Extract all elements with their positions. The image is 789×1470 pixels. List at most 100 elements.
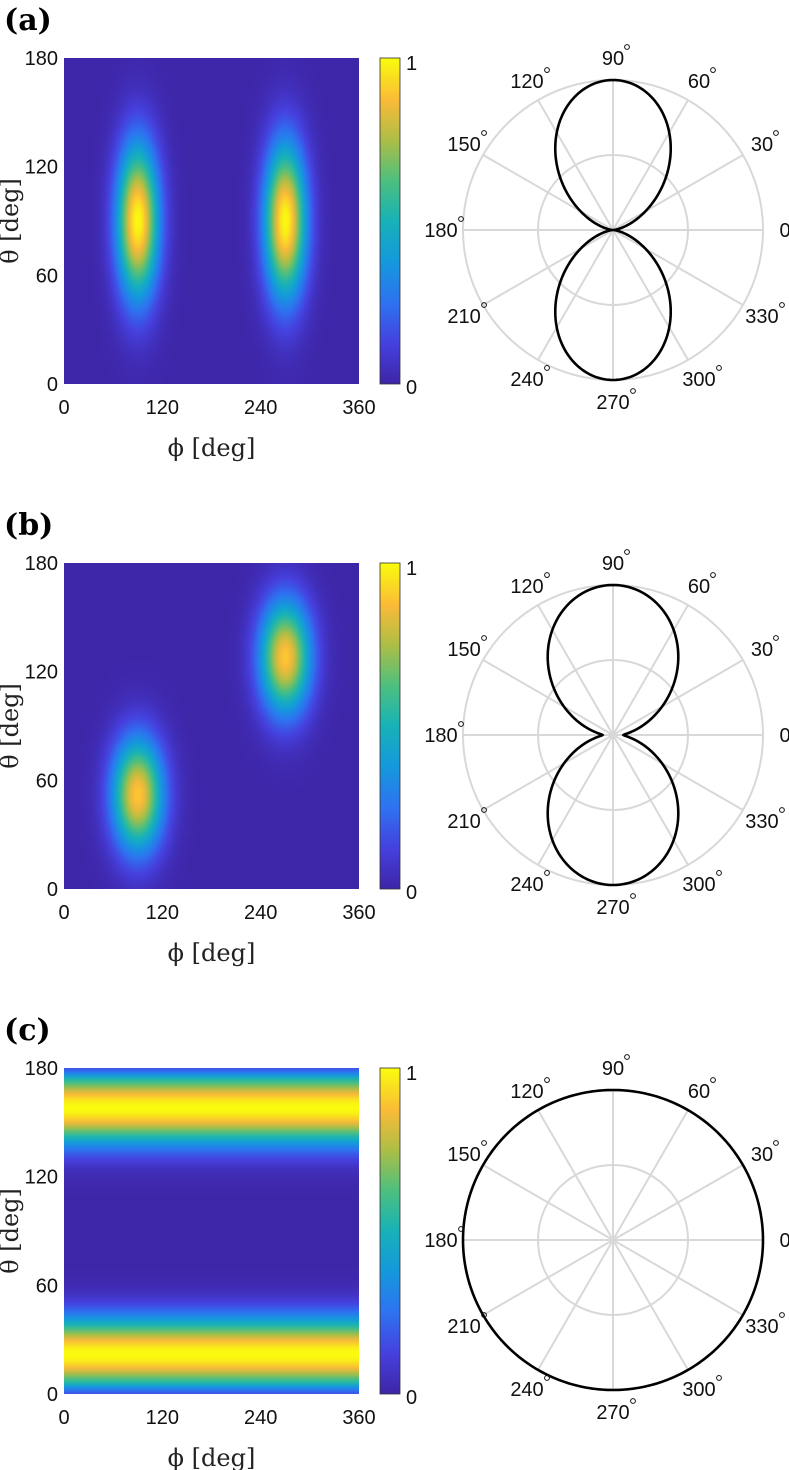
polar-plot: 0 30 60 90 120 150 180 210 240 270 300 330 — [424, 1054, 789, 1424]
colorbar — [380, 58, 400, 384]
degree-symbol — [458, 721, 464, 727]
polar-angle-label: 150 — [447, 1144, 480, 1166]
polar-angle-label: 270 — [596, 1402, 629, 1424]
x-axis-label: ϕ [deg] — [168, 1444, 256, 1470]
polar-angle-label: 60 — [688, 1081, 710, 1103]
colorbar — [380, 563, 400, 889]
y-tick-label: 60 — [36, 1275, 58, 1297]
polar-angle-label: 90 — [602, 1058, 624, 1080]
degree-symbol — [481, 130, 487, 136]
y-tick-label: 180 — [25, 48, 58, 70]
x-tick-label: 240 — [244, 1407, 277, 1429]
polar-angle-label: 300 — [682, 1379, 715, 1401]
degree-symbol — [481, 302, 487, 308]
colorbar-max-label: 1 — [406, 53, 417, 75]
heatmap-image — [64, 563, 359, 889]
degree-symbol — [544, 1375, 550, 1381]
heatmap-image — [64, 58, 359, 384]
degree-symbol — [630, 1398, 636, 1404]
degree-symbol — [710, 572, 716, 578]
polar-angle-label: 0 — [779, 725, 789, 747]
polar-inner-ring — [537, 154, 689, 306]
polar-angle-label: 90 — [602, 48, 624, 70]
degree-symbol — [716, 365, 722, 371]
polar-angle-label: 210 — [447, 1316, 480, 1338]
y-axis-label: θ [deg] — [0, 683, 24, 769]
degree-symbol — [773, 635, 779, 641]
polar-pattern-curve — [553, 78, 673, 382]
polar-angle-label: 270 — [596, 897, 629, 919]
colorbar-max-label: 1 — [406, 1063, 417, 1085]
polar-pattern-curve — [461, 1088, 765, 1392]
polar-angle-label: 90 — [602, 553, 624, 575]
polar-angle-label: 0 — [779, 220, 789, 242]
x-axis-label: ϕ [deg] — [168, 939, 256, 967]
degree-symbol — [779, 807, 785, 813]
y-axis-label: θ [deg] — [0, 1188, 24, 1274]
degree-symbol — [779, 302, 785, 308]
polar-angle-label: 300 — [682, 874, 715, 896]
panel-label: (a) — [4, 3, 52, 38]
polar-inner-ring — [537, 1164, 689, 1316]
degree-symbol — [716, 870, 722, 876]
degree-symbol — [544, 67, 550, 73]
degree-symbol — [624, 44, 630, 50]
colorbar-min-label: 0 — [406, 1387, 417, 1409]
colorbar-max-label: 1 — [406, 558, 417, 580]
polar-angle-label: 270 — [596, 392, 629, 414]
degree-symbol — [481, 1312, 487, 1318]
degree-symbol — [773, 1140, 779, 1146]
polar-angle-label: 30 — [751, 134, 773, 156]
polar-angle-label: 60 — [688, 71, 710, 93]
y-tick-label: 180 — [25, 553, 58, 575]
y-tick-label: 0 — [47, 374, 58, 396]
degree-symbol — [458, 216, 464, 222]
degree-symbol — [630, 388, 636, 394]
y-tick-label: 120 — [25, 1167, 58, 1189]
polar-angle-label: 150 — [447, 639, 480, 661]
degree-symbol — [458, 1226, 464, 1232]
polar-angle-label: 120 — [510, 576, 543, 598]
polar-angle-label: 240 — [510, 874, 543, 896]
y-tick-label: 60 — [36, 770, 58, 792]
degree-symbol — [481, 1140, 487, 1146]
x-tick-label: 240 — [244, 397, 277, 419]
panel-label: (c) — [4, 1013, 51, 1048]
colorbar-min-label: 0 — [406, 377, 417, 399]
polar-angle-label: 240 — [510, 369, 543, 391]
degree-symbol — [716, 1375, 722, 1381]
degree-symbol — [624, 1054, 630, 1060]
polar-angle-label: 30 — [751, 639, 773, 661]
y-tick-label: 0 — [47, 879, 58, 901]
x-tick-label: 240 — [244, 902, 277, 924]
degree-symbol — [630, 893, 636, 899]
colorbar — [380, 1068, 400, 1394]
x-tick-label: 360 — [342, 397, 375, 419]
x-tick-label: 0 — [58, 902, 69, 924]
polar-angle-label: 120 — [510, 71, 543, 93]
colorbar-frame — [379, 562, 401, 890]
polar-angle-label: 330 — [745, 811, 778, 833]
polar-angle-label: 30 — [751, 1144, 773, 1166]
x-tick-label: 120 — [146, 397, 179, 419]
polar-plot: 0 30 60 90 120 150 180 210 240 270 300 330 — [424, 549, 789, 919]
x-tick-label: 120 — [146, 902, 179, 924]
colorbar-frame — [379, 57, 401, 385]
heatmap-image — [64, 1068, 359, 1394]
polar-angle-label: 330 — [745, 306, 778, 328]
x-tick-label: 360 — [342, 902, 375, 924]
polar-angle-label: 180 — [424, 1230, 457, 1252]
x-tick-label: 120 — [146, 1407, 179, 1429]
y-tick-label: 180 — [25, 1058, 58, 1080]
degree-symbol — [544, 365, 550, 371]
x-tick-label: 360 — [342, 1407, 375, 1429]
degree-symbol — [710, 1077, 716, 1083]
panel-label: (b) — [4, 508, 53, 543]
y-tick-label: 60 — [36, 265, 58, 287]
degree-symbol — [544, 870, 550, 876]
polar-plot: 0 30 60 90 120 150 180 210 240 270 300 330 — [424, 44, 789, 414]
x-tick-label: 0 — [58, 1407, 69, 1429]
